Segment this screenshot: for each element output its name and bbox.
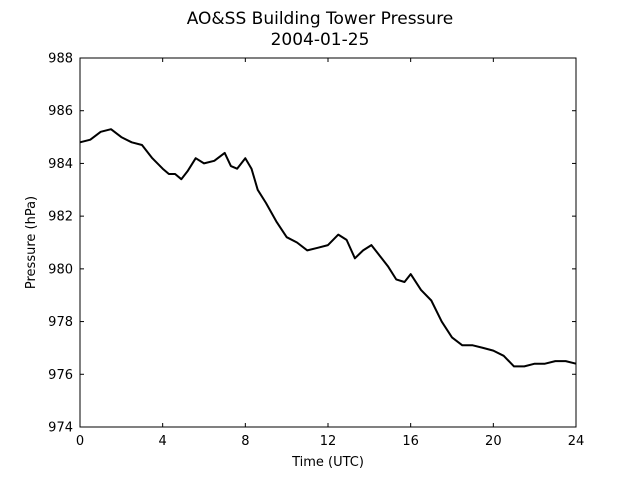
pressure-series-line bbox=[79, 128, 577, 368]
x-tick-label: 12 bbox=[320, 434, 337, 449]
y-tick-label: 982 bbox=[48, 210, 73, 225]
y-axis-label: Pressure (hPa) bbox=[24, 196, 39, 289]
chart-title: AO&SS Building Tower Pressure bbox=[187, 9, 454, 29]
x-axis-label: Time (UTC) bbox=[291, 455, 364, 470]
x-tick-label: 24 bbox=[568, 434, 585, 449]
y-tick-label: 986 bbox=[48, 104, 73, 119]
x-tick-label: 16 bbox=[402, 434, 419, 449]
y-tick-label: 974 bbox=[48, 421, 73, 436]
y-tick-label: 988 bbox=[48, 52, 73, 67]
x-tick-label: 8 bbox=[241, 434, 249, 449]
y-tick-label: 980 bbox=[48, 262, 73, 277]
x-tick-label: 20 bbox=[485, 434, 502, 449]
x-tick-label: 4 bbox=[159, 434, 167, 449]
x-tick-label: 0 bbox=[76, 434, 84, 449]
axis-ticks: 0 4 8 12 16 20 24 974 976 978 980 982 984 986 988 bbox=[48, 52, 584, 450]
chart-subtitle: 2004-01-25 bbox=[271, 30, 370, 50]
y-tick-label: 984 bbox=[48, 157, 73, 172]
y-tick-label: 976 bbox=[48, 368, 73, 383]
plot-frame bbox=[79, 57, 577, 428]
y-tick-label: 978 bbox=[48, 315, 73, 330]
